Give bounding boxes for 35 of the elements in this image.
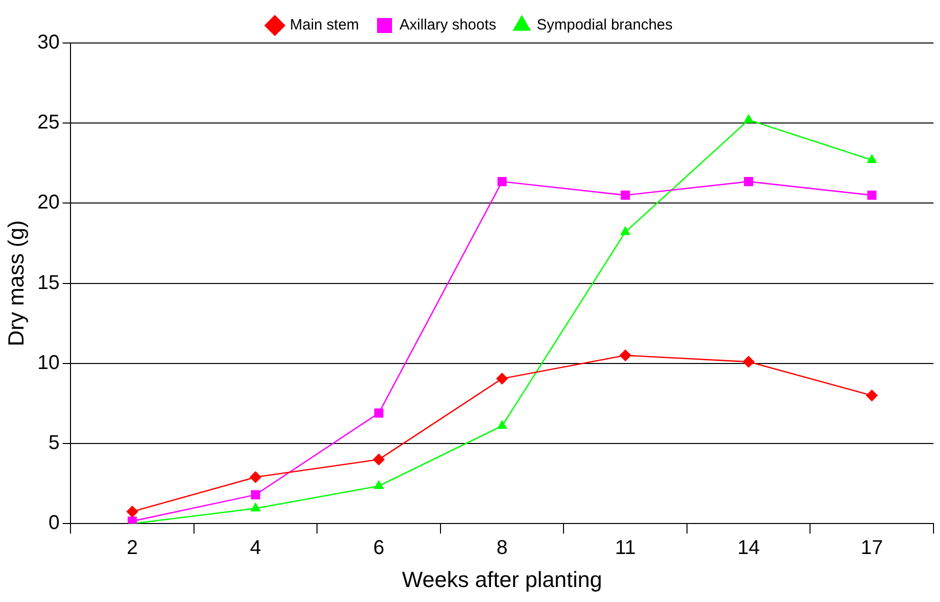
point [620, 226, 631, 236]
y-tick-label: 20 [37, 192, 60, 214]
point [620, 190, 630, 200]
x-tick-label: 14 [737, 537, 760, 560]
x-tick-label: 8 [496, 537, 508, 560]
point [250, 471, 262, 484]
y-tick-label: 30 [37, 32, 60, 54]
point [497, 176, 507, 186]
y-tick-label: 25 [37, 112, 60, 134]
y-tick-label: 15 [37, 272, 60, 294]
point [372, 454, 385, 466]
y-tick-label: 5 [48, 432, 60, 454]
x-axis-title: Weeks after planting [402, 566, 602, 592]
y-tick-label: 10 [37, 352, 60, 374]
x-tick-label: 4 [250, 537, 262, 560]
y-tick-label: 0 [48, 512, 60, 534]
x-tick-label: 11 [614, 537, 636, 560]
x-tick-label: 6 [373, 537, 384, 560]
point [619, 349, 632, 362]
legend-label: Axillary shoots [400, 16, 496, 34]
point [866, 154, 878, 163]
x-tick-label: 17 [860, 537, 883, 560]
legend-label: Main stem [290, 16, 360, 34]
y-axis-title: Dry mass (g) [3, 220, 28, 346]
point [126, 506, 138, 518]
point [742, 356, 755, 368]
point [744, 176, 754, 186]
x-tick-label: 2 [126, 537, 138, 560]
legend-label: Sympodial branches [536, 16, 673, 34]
point [867, 190, 876, 200]
point [866, 389, 878, 402]
point [374, 408, 384, 418]
point [250, 490, 260, 500]
point [743, 114, 754, 123]
point [496, 372, 508, 385]
